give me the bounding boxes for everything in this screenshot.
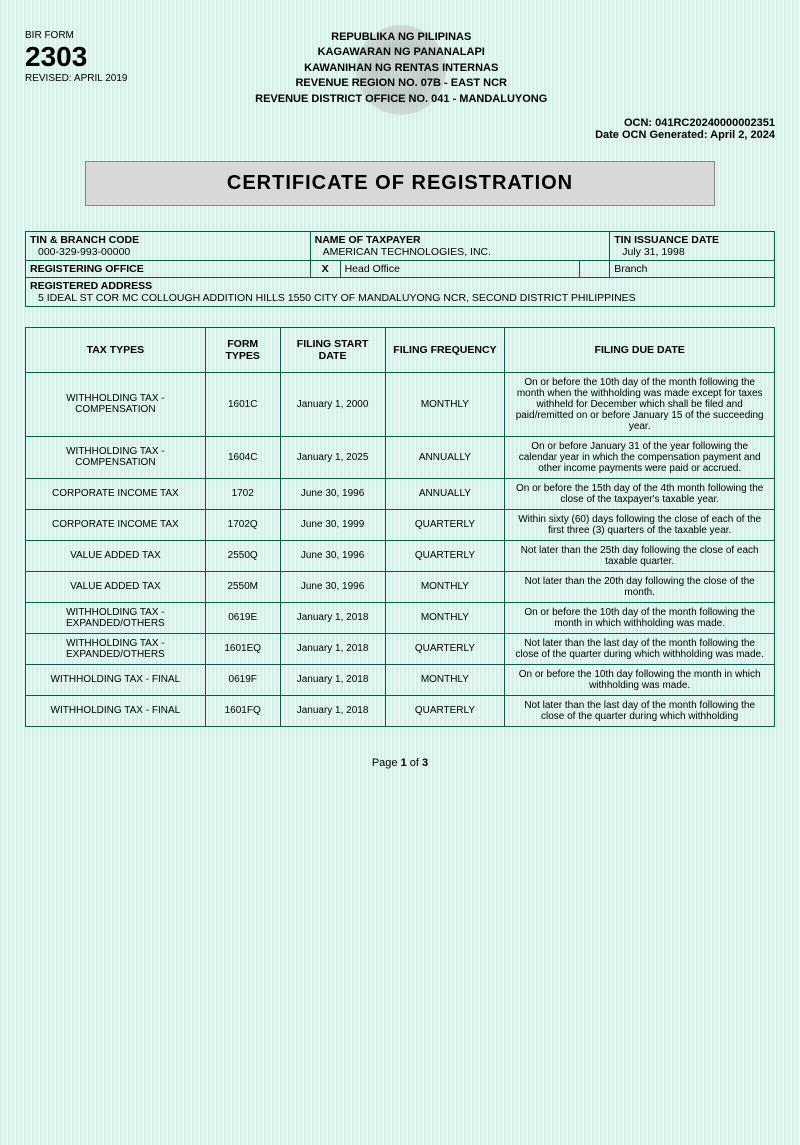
hdr-l2: KAGAWARAN NG PANANALAPI (127, 45, 675, 60)
cell-start: June 30, 1996 (280, 571, 385, 602)
cell-form: 2550M (205, 571, 280, 602)
cell-type: WITHHOLDING TAX - EXPANDED/OTHERS (26, 602, 206, 633)
page-number: Page 1 of 3 (25, 757, 775, 769)
cell-freq: QUARTERLY (385, 509, 505, 540)
cell-start: January 1, 2018 (280, 695, 385, 726)
cell-due: Not later than the last day of the month… (505, 695, 775, 726)
cell-type: WITHHOLDING TAX - COMPENSATION (26, 372, 206, 436)
cell-freq: MONTHLY (385, 664, 505, 695)
branch-check (580, 260, 610, 277)
cell-due: On or before the 10th day of the month f… (505, 372, 775, 436)
cell-due: Within sixty (60) days following the clo… (505, 509, 775, 540)
name-value: AMERICAN TECHNOLOGIES, INC. (315, 246, 606, 258)
cell-type: WITHHOLDING TAX - COMPENSATION (26, 436, 206, 478)
name-label: NAME OF TAXPAYER (315, 234, 606, 246)
branch-label: Branch (610, 260, 775, 277)
cell-type: CORPORATE INCOME TAX (26, 509, 206, 540)
cell-form: 1601FQ (205, 695, 280, 726)
cell-freq: MONTHLY (385, 372, 505, 436)
cell-start: June 30, 1996 (280, 540, 385, 571)
cell-type: VALUE ADDED TAX (26, 571, 206, 602)
col-freq: FILING FREQUENCY (385, 327, 505, 372)
ocn-num: OCN: 041RC20240000002351 (25, 117, 775, 129)
hdr-l4: REVENUE REGION NO. 07B - EAST NCR (127, 76, 675, 91)
cell-type: VALUE ADDED TAX (26, 540, 206, 571)
tin-value: 000-329-993-00000 (30, 246, 306, 258)
cell-start: June 30, 1999 (280, 509, 385, 540)
col-due: FILING DUE DATE (505, 327, 775, 372)
table-row: WITHHOLDING TAX - EXPANDED/OTHERS0619EJa… (26, 602, 775, 633)
cell-due: On or before the 10th day of the month f… (505, 602, 775, 633)
info-table: TIN & BRANCH CODE 000-329-993-00000 NAME… (25, 231, 775, 307)
cell-form: 0619F (205, 664, 280, 695)
table-row: WITHHOLDING TAX - COMPENSATION1601CJanua… (26, 372, 775, 436)
cell-freq: MONTHLY (385, 571, 505, 602)
cert-title: CERTIFICATE OF REGISTRATION (85, 161, 715, 206)
cell-due: On or before January 31 of the year foll… (505, 436, 775, 478)
table-row: WITHHOLDING TAX - EXPANDED/OTHERS1601EQJ… (26, 633, 775, 664)
cell-start: June 30, 1996 (280, 478, 385, 509)
form-label: BIR FORM (25, 30, 127, 41)
head-office: Head Office (340, 260, 580, 277)
cell-form: 1702 (205, 478, 280, 509)
header-center: REPUBLIKA NG PILIPINAS KAGAWARAN NG PANA… (127, 30, 675, 107)
addr-value: 5 IDEAL ST COR MC COLLOUGH ADDITION HILL… (30, 292, 770, 304)
cell-freq: ANNUALLY (385, 436, 505, 478)
cell-type: WITHHOLDING TAX - FINAL (26, 695, 206, 726)
table-row: CORPORATE INCOME TAX1702June 30, 1996ANN… (26, 478, 775, 509)
hdr-l5: REVENUE DISTRICT OFFICE NO. 041 - MANDAL… (127, 92, 675, 107)
revised: REVISED: APRIL 2019 (25, 73, 127, 84)
cell-freq: QUARTERLY (385, 695, 505, 726)
cell-freq: MONTHLY (385, 602, 505, 633)
cell-form: 1604C (205, 436, 280, 478)
form-number: 2303 (25, 41, 127, 73)
cell-freq: ANNUALLY (385, 478, 505, 509)
hdr-l1: REPUBLIKA NG PILIPINAS (127, 30, 675, 45)
cell-freq: QUARTERLY (385, 540, 505, 571)
table-row: CORPORATE INCOME TAX1702QJune 30, 1999QU… (26, 509, 775, 540)
cell-start: January 1, 2018 (280, 633, 385, 664)
hdr-l3: KAWANIHAN NG RENTAS INTERNAS (127, 61, 675, 76)
cell-due: Not later than the 20th day following th… (505, 571, 775, 602)
col-taxtypes: TAX TYPES (26, 327, 206, 372)
cell-type: WITHHOLDING TAX - EXPANDED/OTHERS (26, 633, 206, 664)
addr-label: REGISTERED ADDRESS (30, 280, 770, 292)
tin-label: TIN & BRANCH CODE (30, 234, 306, 246)
cell-type: CORPORATE INCOME TAX (26, 478, 206, 509)
cell-type: WITHHOLDING TAX - FINAL (26, 664, 206, 695)
cell-form: 0619E (205, 602, 280, 633)
table-row: VALUE ADDED TAX2550QJune 30, 1996QUARTER… (26, 540, 775, 571)
table-row: WITHHOLDING TAX - FINAL0619FJanuary 1, 2… (26, 664, 775, 695)
table-row: WITHHOLDING TAX - FINAL1601FQJanuary 1, … (26, 695, 775, 726)
cell-start: January 1, 2000 (280, 372, 385, 436)
cell-form: 2550Q (205, 540, 280, 571)
col-formtypes: FORM TYPES (205, 327, 280, 372)
cell-start: January 1, 2018 (280, 602, 385, 633)
ocn-date: Date OCN Generated: April 2, 2024 (25, 129, 775, 141)
cell-form: 1601C (205, 372, 280, 436)
top-bar: BIR FORM 2303 REVISED: APRIL 2019 REPUBL… (25, 30, 775, 107)
table-row: WITHHOLDING TAX - COMPENSATION1604CJanua… (26, 436, 775, 478)
regoff-label: REGISTERING OFFICE (26, 260, 311, 277)
cell-form: 1702Q (205, 509, 280, 540)
form-block: BIR FORM 2303 REVISED: APRIL 2019 (25, 30, 127, 84)
cell-start: January 1, 2025 (280, 436, 385, 478)
table-row: VALUE ADDED TAX2550MJune 30, 1996MONTHLY… (26, 571, 775, 602)
iss-label: TIN ISSUANCE DATE (614, 234, 770, 246)
tax-table: TAX TYPES FORM TYPES FILING START DATE F… (25, 327, 775, 727)
cell-form: 1601EQ (205, 633, 280, 664)
iss-value: July 31, 1998 (614, 246, 770, 258)
cell-due: Not later than the last day of the month… (505, 633, 775, 664)
cell-due: On or before the 10th day following the … (505, 664, 775, 695)
col-start: FILING START DATE (280, 327, 385, 372)
cell-due: Not later than the 25th day following th… (505, 540, 775, 571)
cell-due: On or before the 15th day of the 4th mon… (505, 478, 775, 509)
ocn-block: OCN: 041RC20240000002351 Date OCN Genera… (25, 117, 775, 141)
cell-freq: QUARTERLY (385, 633, 505, 664)
head-check: X (310, 260, 340, 277)
cell-start: January 1, 2018 (280, 664, 385, 695)
